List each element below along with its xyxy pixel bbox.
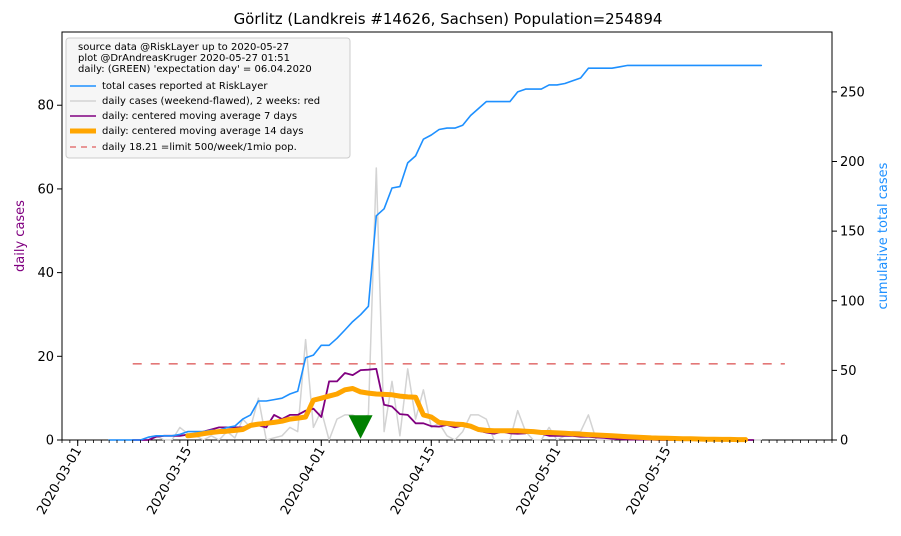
right-tick-label: 0	[840, 434, 848, 449]
legend-label-total: total cases reported at RiskLayer	[102, 81, 268, 92]
legend-header-line: daily: (GREEN) 'expectation day' = 06.04…	[78, 64, 312, 75]
x-tick-label: 2020-03-01	[34, 445, 85, 518]
left-axis-label: daily cases	[13, 200, 28, 272]
left-tick-label: 80	[37, 99, 54, 114]
right-tick-label: 250	[840, 85, 865, 100]
x-tick-label: 2020-05-15	[624, 445, 675, 518]
series-line-daily	[108, 167, 763, 441]
left-tick-label: 40	[37, 266, 54, 281]
right-tick-label: 50	[840, 364, 857, 379]
right-axis-label: cumulative total cases	[876, 162, 891, 309]
right-tick-label: 200	[840, 155, 865, 170]
marker-layer	[348, 415, 373, 439]
chart-title: Görlitz (Landkreis #14626, Sachsen) Popu…	[234, 10, 663, 28]
legend-header-line: source data @RiskLayer up to 2020-05-27	[78, 42, 289, 53]
x-tick-label: 2020-05-01	[514, 445, 565, 518]
right-tick-label: 100	[840, 294, 865, 309]
legend: source data @RiskLayer up to 2020-05-27 …	[65, 37, 351, 159]
legend-label-ma7: daily: centered moving average 7 days	[102, 111, 297, 122]
series-layer	[108, 64, 785, 443]
x-axis: 2020-03-01 2020-03-15 2020-04-01 2020-04-15…	[34, 440, 833, 518]
x-tick-label: 2020-04-01	[278, 445, 329, 518]
series-line-ma14	[185, 386, 749, 443]
right-tick-label: 150	[840, 225, 865, 240]
legend-label-ma14: daily: centered moving average 14 days	[102, 126, 303, 137]
x-tick-label: 2020-03-15	[144, 445, 195, 518]
legend-box	[65, 37, 351, 159]
legend-header-line: plot @DrAndreasKruger 2020-05-27 01:51	[78, 53, 290, 64]
legend-label-limit: daily 18.21 =limit 500/week/1mio pop.	[102, 142, 297, 153]
right-axis: 0 50 100 150 200 250	[832, 85, 865, 449]
legend-label-daily: daily cases (weekend-flawed), 2 weeks: r…	[102, 96, 320, 107]
left-tick-label: 60	[37, 182, 54, 197]
x-tick-label: 2020-04-15	[388, 445, 439, 518]
left-tick-label: 0	[46, 434, 54, 449]
left-axis: 0 20 40 60 80	[37, 99, 62, 449]
left-tick-label: 20	[37, 350, 54, 365]
expectation-day-marker	[348, 415, 373, 439]
